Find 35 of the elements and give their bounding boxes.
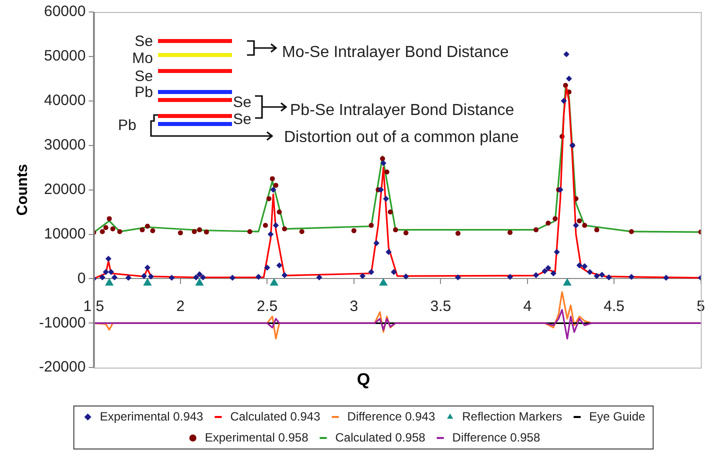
legend-label: Difference 0.943 bbox=[347, 409, 436, 424]
legend-label: Difference 0.958 bbox=[452, 430, 540, 444]
annotation: Pb-Se Intralayer Bond Distance bbox=[290, 102, 514, 119]
y-tick-label: 50000 bbox=[44, 48, 86, 65]
annotation: Distortion out of a common plane bbox=[284, 129, 519, 146]
legend-label: Calculated 0.943 bbox=[230, 409, 321, 424]
x-tick-label: 2 bbox=[176, 298, 185, 315]
y-tick-label: -10000 bbox=[38, 314, 86, 332]
x-axis-title: Q bbox=[356, 370, 370, 389]
legend-label: Calculated 0.958 bbox=[335, 430, 426, 444]
x-tick-label: 2.5 bbox=[256, 298, 278, 315]
annotation: Mo-Se Intralayer Bond Distance bbox=[282, 44, 509, 61]
x-tick-label: 3.5 bbox=[430, 298, 452, 315]
legend-label: Experimental 0.943 bbox=[100, 409, 204, 424]
legend-label: Experimental 0.958 bbox=[204, 430, 309, 444]
annotation: Mo bbox=[132, 50, 153, 67]
y-tick-label: 0 bbox=[77, 270, 86, 287]
y-tick-label: 10000 bbox=[44, 225, 86, 242]
y-tick-label: -20000 bbox=[38, 358, 86, 376]
annotation: Pb bbox=[118, 117, 136, 134]
y-tick-label: 40000 bbox=[44, 92, 86, 110]
annotation: Se bbox=[233, 94, 252, 111]
legend-label: Eye Guide bbox=[589, 409, 646, 424]
legend-label: Reflection Markers bbox=[462, 409, 562, 424]
y-tick-label: 60000 bbox=[44, 3, 86, 20]
x-tick-label: 4 bbox=[523, 298, 532, 315]
x-tick-label: 4.5 bbox=[604, 298, 625, 315]
annotation: Se bbox=[134, 68, 153, 85]
y-axis-title: Counts bbox=[14, 164, 32, 216]
x-tick-label: 3 bbox=[350, 298, 358, 315]
annotation: Se bbox=[233, 111, 252, 128]
y-tick-label: 30000 bbox=[44, 136, 86, 154]
y-tick-label: 20000 bbox=[44, 180, 86, 198]
annotation: Se bbox=[134, 33, 153, 50]
annotation: Pb bbox=[134, 84, 153, 101]
